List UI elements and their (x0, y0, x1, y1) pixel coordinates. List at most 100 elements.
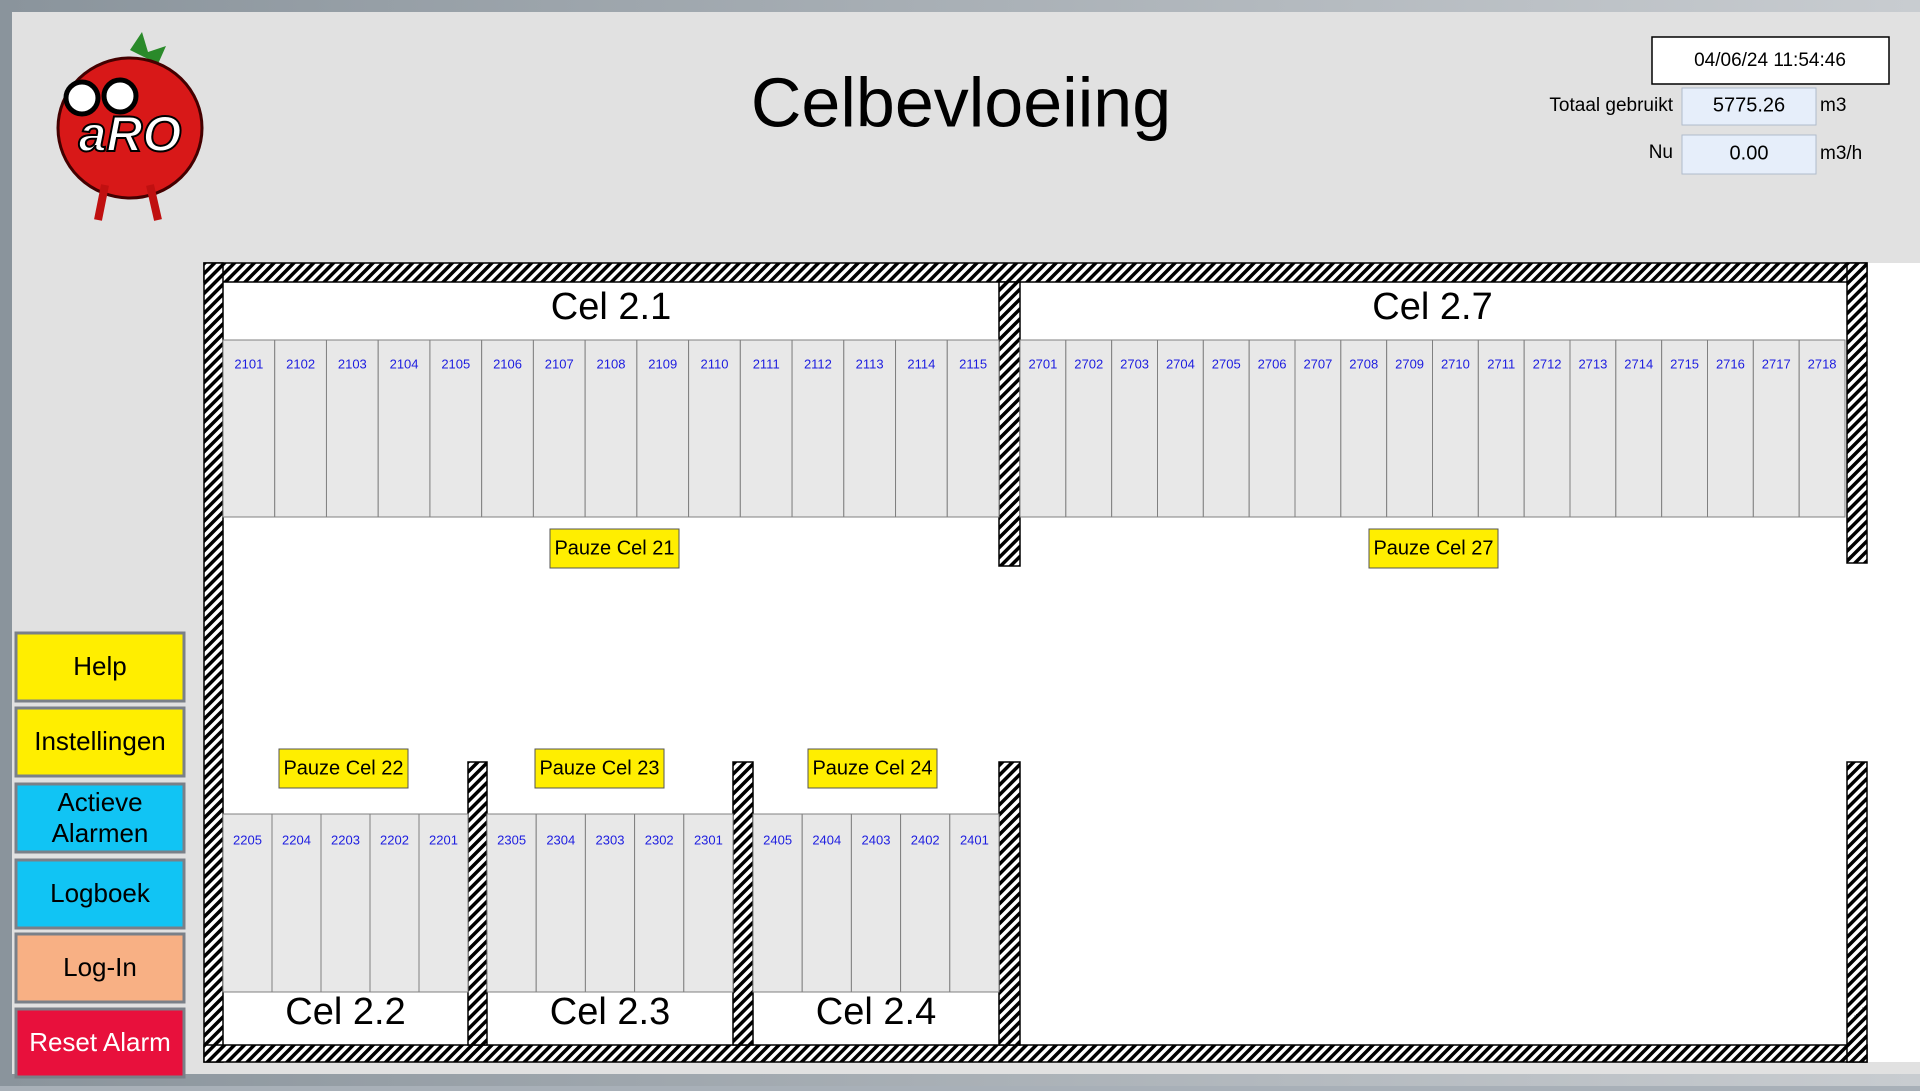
cell: Cel 2.3 2305 2304 2303 2302 2301 Pauze Cel 23 (486, 748, 734, 1033)
bed-label: 2108 (597, 356, 626, 371)
cell-name: Cel 2.3 (550, 991, 670, 1033)
now-value: 0.00 (1730, 142, 1769, 164)
bed-label: 2714 (1624, 356, 1653, 371)
bed (739, 339, 793, 518)
bed (683, 813, 734, 993)
bed-label: 2102 (286, 356, 315, 371)
bed-label: 2711 (1487, 356, 1515, 371)
nav-button-box (14, 706, 186, 778)
bed-label: 2701 (1028, 356, 1057, 371)
total-label: Totaal gebruikt (1549, 95, 1673, 116)
bed-label: 2105 (441, 356, 470, 371)
pause-button-label: Pauze Cel 23 (539, 757, 659, 779)
bed-label: 2708 (1349, 356, 1378, 371)
bed-label: 2706 (1258, 356, 1287, 371)
nav-button-box (14, 1007, 186, 1079)
bed-label: 2704 (1166, 356, 1195, 371)
logo-text: aRO (79, 106, 182, 162)
bed (325, 339, 379, 518)
bed-label: 2114 (907, 356, 935, 371)
nav-button-box (14, 858, 186, 930)
bed (1661, 339, 1708, 518)
pause-button-box (1368, 528, 1499, 569)
cell: Cel 2.7 2701 2702 2703 2704 2705 2706 2707 2708 2… (1019, 286, 1846, 569)
wall (203, 262, 224, 1063)
bed-label: 2203 (331, 832, 360, 847)
now-label: Nu (1649, 142, 1673, 163)
bed (688, 339, 741, 518)
bed-label: 2111 (753, 356, 780, 371)
bed-label: 2403 (862, 832, 891, 847)
bed (418, 813, 469, 993)
bed (843, 339, 897, 518)
cell: Cel 2.2 2205 2204 2203 2202 2201 Pauze Cel 22 (222, 748, 469, 1033)
nav-button-label: Reset Alarm (29, 1027, 171, 1057)
nav-button-label: Instellingen (34, 726, 166, 756)
bed (320, 813, 371, 993)
bed (1019, 339, 1067, 518)
bed (900, 813, 951, 993)
wall (203, 262, 1868, 283)
bed-label: 2718 (1808, 356, 1837, 371)
nav-button[interactable]: Instellingen (14, 706, 186, 778)
bed (949, 813, 1000, 993)
nav-button-label: Log-In (63, 952, 137, 982)
bed-label: 2202 (380, 832, 409, 847)
bed-label: 2702 (1074, 356, 1103, 371)
bed-label: 2713 (1578, 356, 1607, 371)
pause-button[interactable]: Pauze Cel 23 (534, 748, 665, 789)
bed-label: 2201 (429, 832, 458, 847)
now-unit: m3/h (1820, 143, 1862, 164)
pause-button[interactable]: Pauze Cel 24 (807, 748, 938, 789)
pause-button-label: Pauze Cel 22 (283, 757, 403, 779)
bed-label: 2404 (812, 832, 841, 847)
bed (1294, 339, 1342, 518)
bed-label: 2709 (1395, 356, 1424, 371)
bed (791, 339, 845, 518)
bed-label: 2301 (694, 832, 723, 847)
wall (203, 1044, 1868, 1063)
bed-label: 2401 (960, 832, 989, 847)
logo: aRO (56, 32, 204, 221)
pause-button[interactable]: Pauze Cel 21 (549, 528, 680, 569)
bed (1752, 339, 1800, 518)
cell-name: Cel 2.1 (551, 286, 671, 328)
bed (1615, 339, 1663, 518)
nav-button-box (14, 631, 186, 703)
bed-label: 2107 (545, 356, 574, 371)
bed (1248, 339, 1296, 518)
nav-button[interactable]: Log-In (14, 932, 186, 1004)
total-unit: m3 (1820, 95, 1846, 116)
bed (1569, 339, 1617, 518)
wall (1846, 262, 1868, 564)
cell-name: Cel 2.2 (285, 991, 405, 1033)
bed-label: 2115 (959, 356, 987, 371)
bed-label: 2705 (1212, 356, 1241, 371)
bed-label: 2106 (493, 356, 522, 371)
pause-button[interactable]: Pauze Cel 22 (278, 748, 409, 789)
nav-button[interactable]: Actieve Alarmen (14, 782, 186, 854)
pause-button[interactable]: Pauze Cel 27 (1368, 528, 1499, 569)
nav-button[interactable]: Help (14, 631, 186, 703)
bed-label: 2305 (497, 832, 526, 847)
cell-name: Cel 2.4 (816, 991, 936, 1033)
nav-button[interactable]: Reset Alarm (14, 1007, 186, 1079)
bed (271, 813, 322, 993)
pause-button-box (807, 748, 938, 789)
bed (850, 813, 902, 993)
nav-button[interactable]: Logboek (14, 858, 186, 930)
title: Celbevloeiing (751, 63, 1171, 141)
bed (1340, 339, 1388, 518)
pause-button-label: Pauze Cel 27 (1373, 537, 1493, 559)
bed (1432, 339, 1479, 518)
bed-label: 2402 (911, 832, 940, 847)
bed (1111, 339, 1158, 518)
bed-label: 2304 (546, 832, 575, 847)
bed (369, 813, 420, 993)
bed (1707, 339, 1754, 518)
wall (467, 761, 488, 1046)
bed (1798, 339, 1846, 518)
bed (946, 339, 1000, 518)
bed-label: 2303 (596, 832, 625, 847)
bed (1065, 339, 1113, 518)
